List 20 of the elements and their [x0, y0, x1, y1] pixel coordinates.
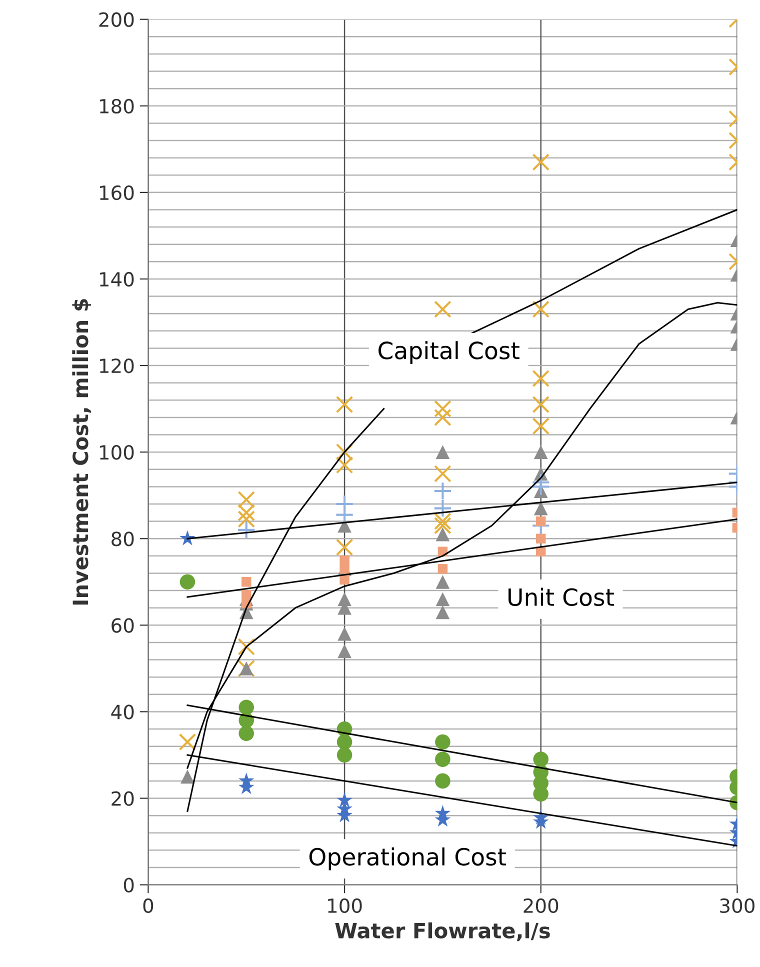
- annotation: Capital Cost: [378, 341, 520, 364]
- y-tick-label: 180: [100, 98, 134, 114]
- y-tick-label: 160: [100, 185, 134, 200]
- x-tick-label: 300: [720, 898, 754, 914]
- annotation: Unit Cost: [508, 588, 614, 606]
- y-tick-label: 60: [112, 618, 134, 633]
- annotation: Operational Cost: [309, 847, 506, 870]
- y-tick-label: 200: [99, 12, 134, 28]
- y-tick-label: 80: [112, 532, 134, 546]
- y-tick-label: 120: [100, 358, 134, 374]
- x-tick-label: 200: [524, 898, 558, 914]
- y-tick-label: 0: [124, 878, 134, 892]
- y-tick-label: 140: [100, 272, 134, 287]
- y-tick-label: 40: [111, 704, 134, 720]
- y-tick-label: 20: [112, 791, 134, 806]
- y-axis-title: Investment Cost, million $: [72, 299, 92, 605]
- x-tick-label: 0: [143, 898, 154, 914]
- x-tick-label: 100: [328, 898, 362, 914]
- x-axis-title: Water Flowrate,l/s: [335, 922, 550, 942]
- y-tick-label: 100: [100, 445, 134, 460]
